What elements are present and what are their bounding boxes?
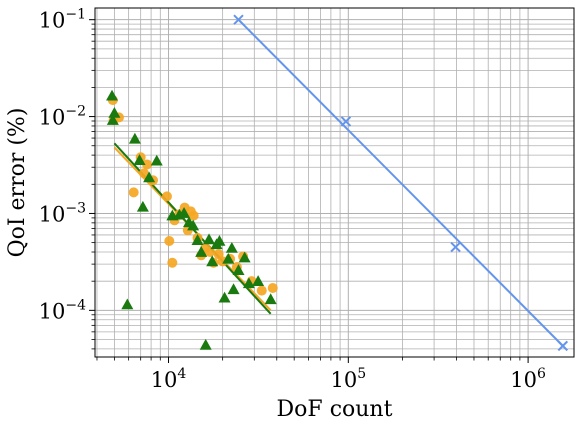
circle-marker-point — [267, 283, 278, 294]
triangle-marker-point — [136, 200, 149, 212]
triangle-marker-point — [108, 106, 121, 118]
circle-marker-point — [161, 191, 172, 202]
y-tick-label: 10−3 — [39, 200, 86, 226]
triangle-marker-point — [121, 298, 134, 310]
x-marker-point — [557, 340, 569, 352]
triangle-marker-point — [264, 293, 277, 305]
triangle-marker-point — [238, 251, 251, 263]
axis-ticks — [89, 19, 529, 363]
triangle-marker-point — [252, 275, 265, 286]
x-axis-label: DoF count — [277, 397, 393, 422]
triangle-marker-point — [106, 114, 119, 125]
triangle-marker-point — [203, 233, 216, 245]
triangle-marker-point — [227, 283, 240, 295]
y-tick-label: 10−2 — [39, 104, 86, 130]
x-tick-label-base: 10 — [510, 368, 537, 392]
plot-frame — [94, 7, 575, 358]
triangle-marker-point — [178, 207, 191, 218]
data-points — [106, 14, 569, 352]
triangle-marker-point — [195, 246, 208, 257]
y-tick-label: 10−1 — [39, 7, 86, 33]
x-marker-point — [450, 241, 461, 253]
triangle-marker-point — [222, 252, 235, 264]
x-marker-point — [233, 14, 244, 25]
y-tick-label-base: 10 — [39, 202, 66, 226]
x-tick-label-exponent: 4 — [177, 366, 186, 382]
triangle-marker-point — [128, 132, 141, 144]
triangle-marker-point — [187, 219, 200, 231]
triangle-marker-point — [225, 242, 238, 253]
circle-marker-point — [128, 187, 139, 198]
triangle-marker-point — [218, 291, 231, 303]
circle-marker-point — [188, 210, 199, 221]
circle-marker-point — [138, 168, 149, 179]
y-axis-label: QoI error (%) — [5, 108, 30, 258]
x-tick-label: 105 — [330, 366, 366, 392]
y-tick-label-base: 10 — [39, 106, 66, 130]
triangle-marker-point — [191, 234, 204, 245]
triangle-marker-point — [150, 154, 163, 166]
major-gridlines — [95, 8, 574, 357]
x-tick-label-base: 10 — [151, 368, 178, 392]
y-tick-label: 10−4 — [39, 297, 86, 323]
minor-gridlines — [95, 8, 574, 357]
triangle-marker-point — [199, 338, 212, 350]
x-tick-label-exponent: 6 — [537, 366, 546, 382]
circle-marker-point — [167, 257, 178, 268]
y-tick-label-exponent: −4 — [65, 297, 86, 313]
triangle-marker-point — [213, 234, 226, 246]
triangle-marker-point — [106, 89, 119, 101]
triangle-marker-point — [206, 255, 219, 267]
x-series-fit-line — [237, 18, 564, 347]
triangle-marker-point — [242, 277, 255, 289]
y-tick-label-base: 10 — [39, 299, 66, 323]
y-tick-label-exponent: −3 — [65, 200, 86, 216]
x-marker-point — [340, 116, 352, 127]
x-tick-label-exponent: 5 — [357, 366, 366, 382]
y-tick-label-exponent: −1 — [65, 7, 86, 23]
triangle-marker-point — [133, 154, 146, 165]
circle-marker-point — [256, 285, 267, 296]
x-tick-label-base: 10 — [330, 368, 357, 392]
circle-marker-point — [142, 159, 153, 170]
circle-marker-point — [204, 247, 215, 258]
triangle-marker-point — [143, 171, 156, 183]
y-tick-label-exponent: −2 — [65, 104, 86, 120]
x-tick-label: 106 — [510, 366, 546, 392]
triangle-marker-point — [232, 264, 245, 275]
fit-lines — [113, 18, 564, 347]
y-tick-label-base: 10 — [39, 9, 66, 33]
x-tick-label: 104 — [151, 366, 187, 392]
circle-marker-point — [164, 235, 175, 246]
